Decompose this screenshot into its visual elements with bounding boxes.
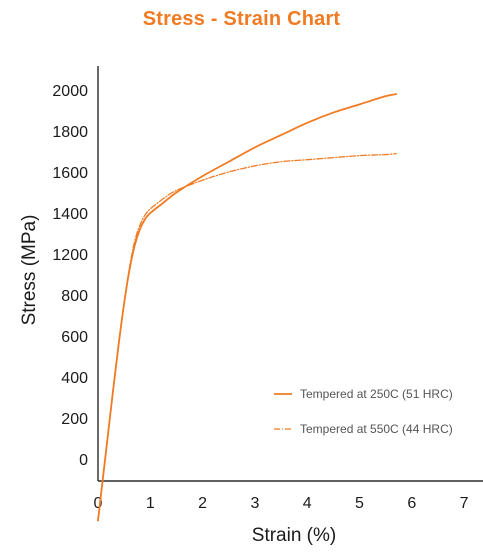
x-tick-label: 1 <box>146 495 155 512</box>
y-tick-label: 1800 <box>52 124 88 141</box>
chart-title: Stress - Strain Chart <box>142 8 341 30</box>
y-tick-label: 600 <box>61 329 88 346</box>
y-tick-label: 1200 <box>52 247 88 264</box>
legend-label-series-1: Tempered at 250C (51 HRC) <box>300 387 453 401</box>
y-tick-label: 2000 <box>52 83 88 100</box>
y-tick-label: 1400 <box>52 206 88 223</box>
y-tick-label: 800 <box>61 288 88 305</box>
x-tick-label: 7 <box>460 495 469 512</box>
series-line-2 <box>97 152 397 522</box>
x-tick-label: 5 <box>355 495 364 512</box>
y-tick-label: 200 <box>61 411 88 428</box>
y-axis-label: Stress (MPa) <box>19 215 40 326</box>
x-tick-label: 2 <box>198 495 207 512</box>
x-tick-label: 0 <box>94 495 103 512</box>
series-line-1 <box>97 93 398 522</box>
axes <box>97 66 483 482</box>
legend-label-series-2: Tempered at 550C (44 HRC) <box>300 422 453 436</box>
x-tick-label: 3 <box>250 495 259 512</box>
x-axis-label: Strain (%) <box>252 525 336 546</box>
series-layer <box>97 93 398 522</box>
legend: Tempered at 250C (51 HRC) Tempered at 55… <box>274 387 453 436</box>
x-tick-label: 4 <box>303 495 312 512</box>
y-tick-label: 400 <box>61 370 88 387</box>
x-tick-labels: 0 1 2 3 4 5 6 7 <box>94 495 469 512</box>
x-tick-label: 6 <box>407 495 416 512</box>
y-tick-label: 1600 <box>52 165 88 182</box>
y-tick-label: 0 <box>79 452 88 469</box>
